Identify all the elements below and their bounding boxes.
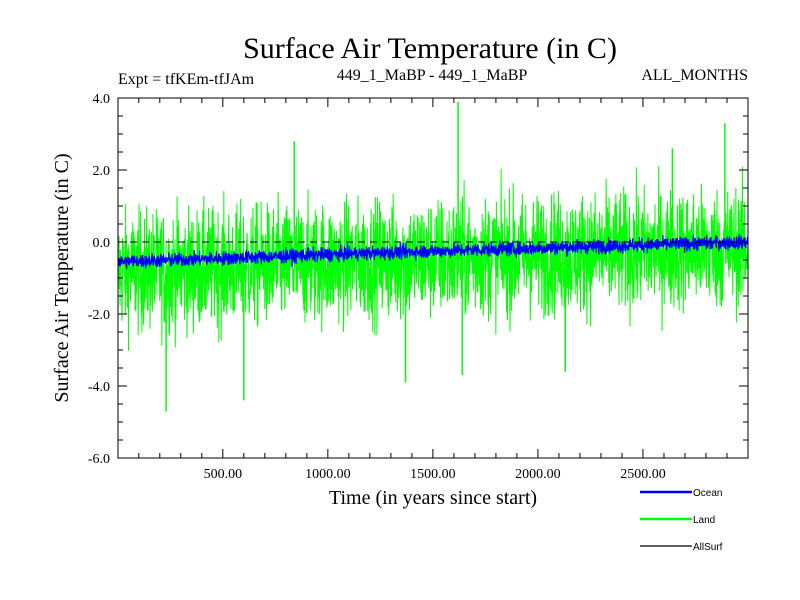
x-axis: 500.00 1000.00 1500.00 2000.00 2500.00	[138, 98, 728, 482]
y-tick-label: -4.0	[88, 380, 110, 395]
y-axis: -6.0 -4.0 -2.0 0.0 2.0 4.0	[88, 92, 748, 467]
y-axis-label: Surface Air Temperature (in C)	[51, 153, 73, 402]
chart-title: Surface Air Temperature (in C)	[243, 32, 617, 65]
x-tick-label: 1000.00	[305, 467, 351, 482]
x-tick-label: 2000.00	[515, 467, 561, 482]
x-tick-label: 1500.00	[410, 467, 456, 482]
y-tick-label: -2.0	[88, 308, 110, 323]
x-axis-label: Time (in years since start)	[329, 487, 537, 509]
y-tick-label: 2.0	[93, 164, 111, 179]
chart-subtitle-center: 449_1_MaBP - 449_1_MaBP	[337, 67, 528, 84]
y-tick-label: 4.0	[93, 92, 111, 107]
y-tick-label: 0.0	[93, 236, 111, 251]
plot-area	[118, 101, 748, 412]
chart-subtitle-left: Expt = tfKEm-tfJAm	[118, 71, 255, 88]
series-land-line	[118, 166, 748, 351]
series-ocean-line	[118, 234, 748, 269]
legend-label-allsurf: AllSurf	[693, 542, 723, 553]
x-tick-label: 500.00	[204, 467, 243, 482]
x-tick-label: 2500.00	[620, 467, 666, 482]
y-tick-label: -6.0	[88, 452, 110, 467]
legend-label-ocean: Ocean	[693, 488, 722, 499]
legend: Ocean Land AllSurf	[640, 488, 723, 553]
chart-subtitle-right: ALL_MONTHS	[641, 67, 748, 84]
legend-label-land: Land	[693, 515, 715, 526]
